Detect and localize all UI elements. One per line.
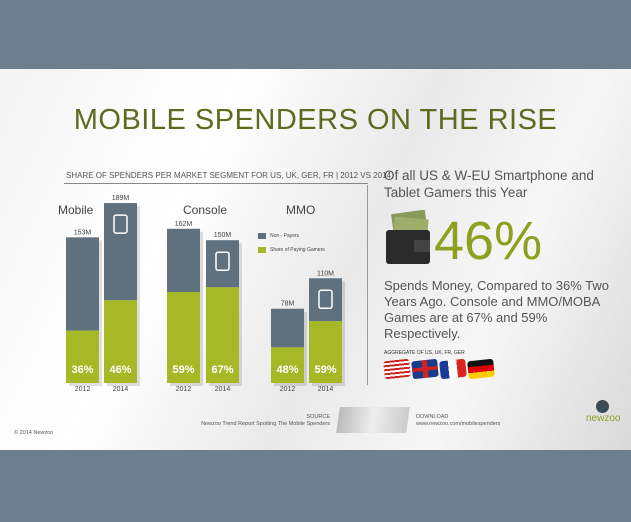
bar-non-payers-console-2014 (206, 240, 239, 288)
year-label: 2012 (176, 386, 192, 393)
page-title: MOBILE SPENDERS ON THE RISE (73, 104, 558, 136)
download: DOWNLOAD www.newzoo.com/mobilespenders (416, 414, 500, 428)
headline-percent: 46% (434, 211, 543, 271)
year-label: 2014 (215, 386, 231, 393)
bar-non-payers-console-2012 (167, 228, 200, 293)
bar-total-label: 162M (175, 221, 193, 228)
uk-flag-icon (411, 358, 439, 380)
france-flag-icon (439, 358, 467, 380)
intro-text: Of all US & W-EU Smartphone and Tablet G… (384, 168, 594, 200)
bar-percent-label: 36% (71, 364, 93, 376)
segment-label-mmo: MMO (286, 203, 316, 217)
segment-label-console: Console (183, 203, 228, 217)
copyright: © 2014 Newzoo (14, 430, 54, 436)
bar-percent-label: 59% (314, 364, 336, 376)
year-label: 2014 (318, 386, 334, 393)
divider (367, 185, 368, 385)
wallet-money-icon (386, 210, 430, 264)
bar-total-label: 78M (281, 301, 295, 308)
bar-total-label: 153M (74, 229, 92, 236)
chart-title: SHARE OF SPENDERS PER MARKET SEGMENT FOR… (66, 171, 391, 180)
bar-paying-mmo-2012 (271, 347, 304, 383)
year-label: 2014 (113, 386, 129, 393)
bar-percent-label: 46% (109, 364, 131, 376)
source: SOURCE Newzoo Trend Report Spotting The M… (180, 414, 330, 428)
newzoo-logo: newzoo (586, 400, 621, 424)
download-label: DOWNLOAD (416, 414, 449, 420)
bar-percent-label: 59% (172, 364, 194, 376)
report-book-image (336, 407, 410, 433)
bar-paying-mobile-2012 (66, 330, 99, 383)
year-label: 2012 (75, 386, 91, 393)
bar-total-label: 189M (112, 195, 130, 202)
bar-non-payers-mmo-2014 (309, 278, 342, 322)
bar-non-payers-mmo-2012 (271, 308, 304, 348)
bar-paying-console-2014 (206, 287, 239, 383)
divider (64, 183, 368, 184)
legend-non-payers: Non - Payers (258, 233, 299, 239)
bar-chart: 153M 36% 2012 189M 46% 2014 162M 59% 2012 150M 67%… (66, 195, 345, 393)
logo-text: newzoo (586, 413, 621, 424)
segment-label-mobile: Mobile (58, 203, 94, 217)
germany-flag-icon (467, 358, 495, 380)
tablet-phone-icon (113, 214, 128, 234)
bar-total-label: 110M (317, 270, 334, 277)
legend-paying: Share of Paying Gamers (258, 247, 325, 253)
source-text: Newzoo Trend Report Spotting The Mobile … (201, 421, 330, 427)
bar-paying-console-2012 (167, 292, 200, 383)
globe-icon (318, 289, 333, 310)
download-link[interactable]: www.newzoo.com/mobilespenders (416, 421, 501, 427)
source-label: SOURCE (306, 414, 330, 420)
console-icon (215, 251, 230, 271)
aggregate-note: AGGREGATE OF US, UK, FR, GER (384, 350, 465, 356)
logo-emblem (595, 400, 609, 413)
legend-label: Share of Paying Gamers (270, 247, 325, 253)
legend-swatch (258, 247, 266, 253)
bar-non-payers-mobile-2012 (66, 237, 99, 331)
bar-percent-label: 48% (276, 364, 298, 376)
legend-swatch (258, 233, 266, 239)
flags (383, 358, 495, 380)
bar-paying-mmo-2014 (309, 321, 342, 383)
bar-paying-mobile-2014 (104, 300, 137, 383)
year-label: 2012 (280, 386, 296, 393)
bar-non-payers-mobile-2014 (104, 203, 137, 301)
bar-percent-label: 67% (211, 364, 233, 376)
us-flag-icon (383, 358, 411, 380)
legend-label: Non - Payers (270, 233, 300, 239)
body-text: Spends Money, Compared to 36% Two Years … (384, 278, 609, 341)
bar-total-label: 150M (214, 232, 232, 239)
